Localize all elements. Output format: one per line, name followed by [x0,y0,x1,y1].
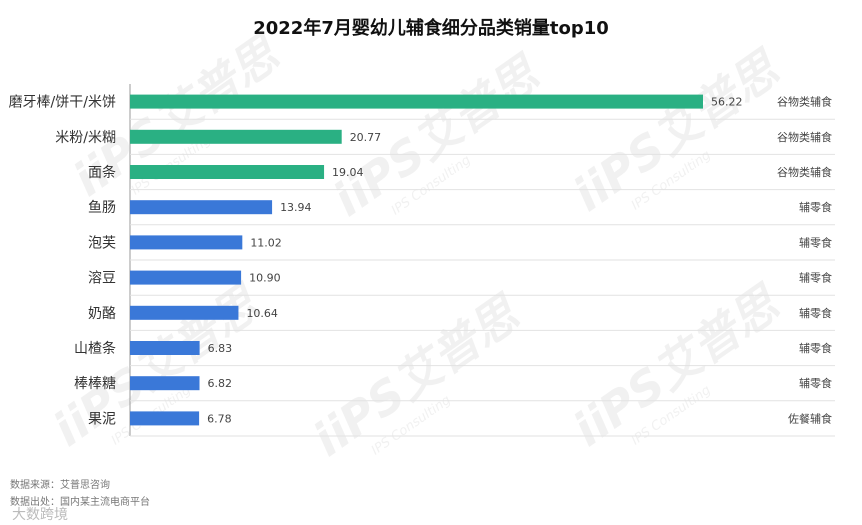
value-label: 10.90 [249,272,281,285]
group-label: 辅零食 [799,271,832,285]
category-label: 面条 [88,164,116,181]
category-label: 米粉/米糊 [55,130,116,146]
bar [130,165,325,179]
bar [130,270,242,285]
group-label: 佐餐辅食 [788,411,832,425]
chart-title: 2022年7月婴幼儿辅食细分品类销量top10 [253,18,609,39]
value-label: 6.78 [207,412,232,425]
footer-brand: 大数跨境 [12,507,68,523]
value-label: 11.02 [250,236,281,249]
group-label: 谷物类辅食 [777,95,832,109]
category-label: 奶酪 [88,306,116,322]
bar [130,129,342,144]
category-label: 泡芙 [88,234,116,251]
bar [130,376,200,391]
group-label: 辅零食 [799,200,832,214]
category-label: 鱼肠 [88,199,116,216]
value-label: 19.04 [332,166,364,179]
data-origin: 数据出处：国内某主流电商平台 [10,497,150,508]
category-label: 溶豆 [88,271,116,287]
group-label: 谷物类辅食 [777,130,832,144]
group-label: 谷物类辅食 [777,165,832,179]
value-label: 6.83 [208,342,233,355]
category-label: 果泥 [88,411,116,427]
bar [130,94,703,109]
bar [130,305,239,320]
group-label: 辅零食 [799,341,832,355]
bar [130,341,200,355]
bar [130,200,273,215]
value-label: 56.22 [711,96,743,109]
group-label: 辅零食 [799,306,832,320]
group-label: 辅零食 [799,376,832,390]
value-label: 6.82 [208,377,233,390]
category-label: 磨牙棒/饼干/米饼 [9,95,116,111]
data-source: 数据来源：艾普思咨询 [10,480,110,491]
value-label: 10.64 [246,307,278,320]
value-label: 13.94 [280,201,312,214]
bar [130,235,243,250]
value-label: 20.77 [350,131,382,144]
bar [130,411,200,426]
category-label: 棒棒糖 [74,376,116,392]
group-label: 辅零食 [799,235,832,249]
category-label: 山楂条 [74,340,116,357]
